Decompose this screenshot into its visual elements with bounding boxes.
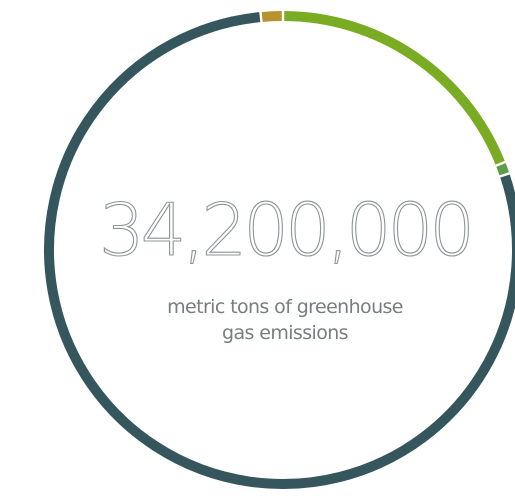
caption-line-1: metric tons of greenhouse <box>167 296 403 318</box>
donut-slice-4 <box>261 11 282 22</box>
total-emissions-caption: metric tons of greenhouse gas emissions <box>100 294 470 346</box>
donut-slice-3 <box>44 12 515 489</box>
donut-slice-1 <box>284 11 505 165</box>
donut-slice-2 <box>496 163 509 176</box>
caption-line-2: gas emissions <box>222 322 349 344</box>
total-emissions-value: 34,200,000 <box>98 188 475 272</box>
